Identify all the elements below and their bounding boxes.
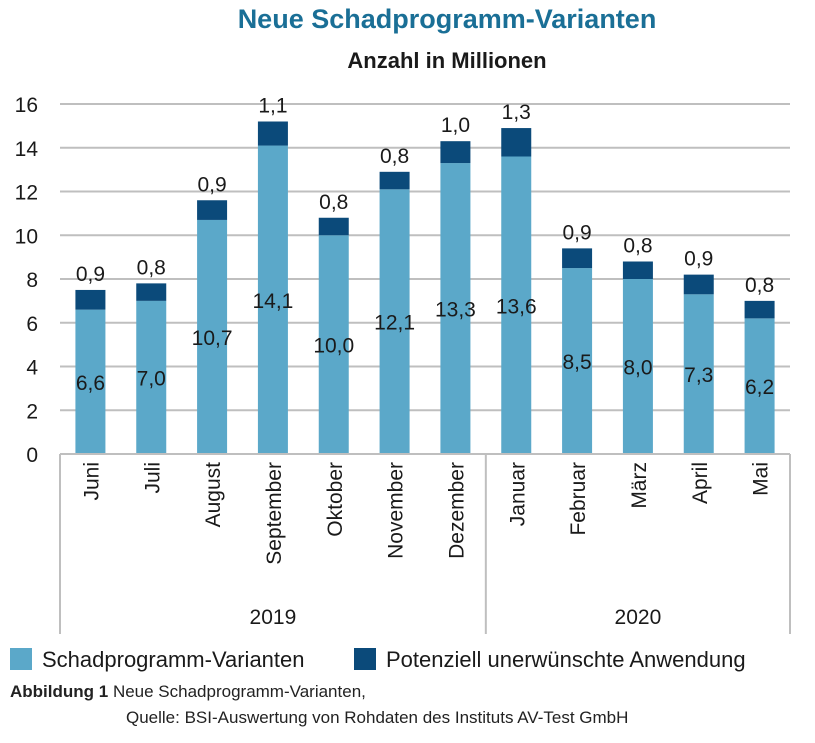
bar-pua-9 [562,248,593,269]
x-tick-label: Juli [141,462,164,494]
x-tick-label: Mai [750,462,773,496]
bar-schadprogramm-4 [257,145,288,454]
x-tick-label: Dezember [445,462,468,559]
data-label-schadprogramm: 14,1 [252,290,293,313]
x-tick-label: Juni [80,462,103,501]
bar-pua-12 [744,300,775,319]
bar-schadprogramm-7 [440,163,471,454]
y-tick-label: 6 [26,313,38,336]
x-tick-label: Oktober [324,462,347,537]
chart: Neue Schadprogramm-Varianten Anzahl in Mi… [10,4,791,672]
data-label-pua: 0,8 [137,256,166,279]
bar-schadprogramm-1 [75,309,106,454]
data-label-schadprogramm: 6,2 [745,376,774,399]
x-tick-label: September [263,462,286,565]
data-label-schadprogramm: 13,6 [496,295,537,318]
bar-schadprogramm-11 [683,294,714,454]
bar-pua-7 [440,141,471,164]
y-tick-label: 10 [15,225,38,248]
x-tick-label: Februar [567,462,590,536]
bar-schadprogramm-2 [136,300,167,454]
y-tick-label: 16 [15,94,38,117]
y-tick-label: 12 [15,182,38,205]
y-tick-label: 0 [26,444,38,467]
x-tick-label: März [628,462,651,509]
x-tick-label: August [202,462,225,528]
figure-source: Quelle: BSI-Auswertung von Rohdaten des … [126,708,629,727]
bar-pua-1 [75,289,106,310]
year-label-2019: 2019 [250,606,297,629]
data-label-pua: 0,8 [319,191,348,214]
data-label-pua: 1,3 [502,101,531,124]
data-label-schadprogramm: 13,3 [435,299,476,322]
y-tick-label: 4 [26,357,38,380]
figure-caption: Abbildung 1 Neue Schadprogramm-Varianten… [10,682,366,702]
x-tick-label: November [385,462,408,559]
data-label-pua: 0,9 [684,248,713,271]
bar-pua-8 [501,128,532,157]
data-label-pua: 0,9 [76,263,105,286]
bar-schadprogramm-5 [318,235,349,454]
bar-pua-11 [683,274,714,295]
data-label-schadprogramm: 6,6 [76,372,105,395]
bar-schadprogramm-12 [744,318,775,454]
y-tick-label: 2 [26,400,38,423]
x-tick-label: Januar [506,462,529,526]
data-label-schadprogramm: 8,0 [623,357,652,380]
year-label-2020: 2020 [615,606,662,629]
legend-swatch-schadprogramm [10,648,32,670]
caption-label: Abbildung 1 [10,682,109,701]
data-label-pua: 0,8 [745,274,774,297]
legend-swatch-pua [354,648,376,670]
bar-pua-4 [257,121,288,146]
y-tick-label: 14 [15,138,39,161]
data-label-schadprogramm: 7,0 [137,367,166,390]
bar-pua-2 [136,283,167,301]
bar-pua-6 [379,171,410,190]
data-label-pua: 1,0 [441,114,470,137]
chart-subtitle: Anzahl in Millionen [347,48,546,73]
data-label-schadprogramm: 10,7 [192,327,233,350]
data-label-schadprogramm: 8,5 [562,351,591,374]
data-label-pua: 0,9 [197,173,226,196]
y-tick-label: 8 [26,269,38,292]
bar-schadprogramm-10 [622,279,653,454]
bar-pua-5 [318,217,349,236]
bar-schadprogramm-9 [562,268,593,454]
legend-label-pua: Potenziell unerwünschte Anwendung [386,647,746,672]
bar-schadprogramm-6 [379,189,410,454]
chart-title: Neue Schadprogramm-Varianten [238,4,657,34]
caption-text: Neue Schadprogramm-Varianten, [108,682,366,701]
x-tick-label: April [689,462,712,504]
bar-pua-3 [197,200,228,220]
bar-schadprogramm-3 [197,219,228,454]
data-label-pua: 0,9 [562,221,591,244]
data-label-schadprogramm: 12,1 [374,312,415,335]
data-label-schadprogramm: 7,3 [684,364,713,387]
data-label-schadprogramm: 10,0 [313,335,354,358]
bar-pua-10 [622,261,653,279]
data-label-pua: 1,1 [258,95,287,118]
bar-schadprogramm-8 [501,156,532,454]
data-label-pua: 0,8 [623,235,652,258]
legend-label-schadprogramm: Schadprogramm-Varianten [42,647,305,672]
data-label-pua: 0,8 [380,145,409,168]
